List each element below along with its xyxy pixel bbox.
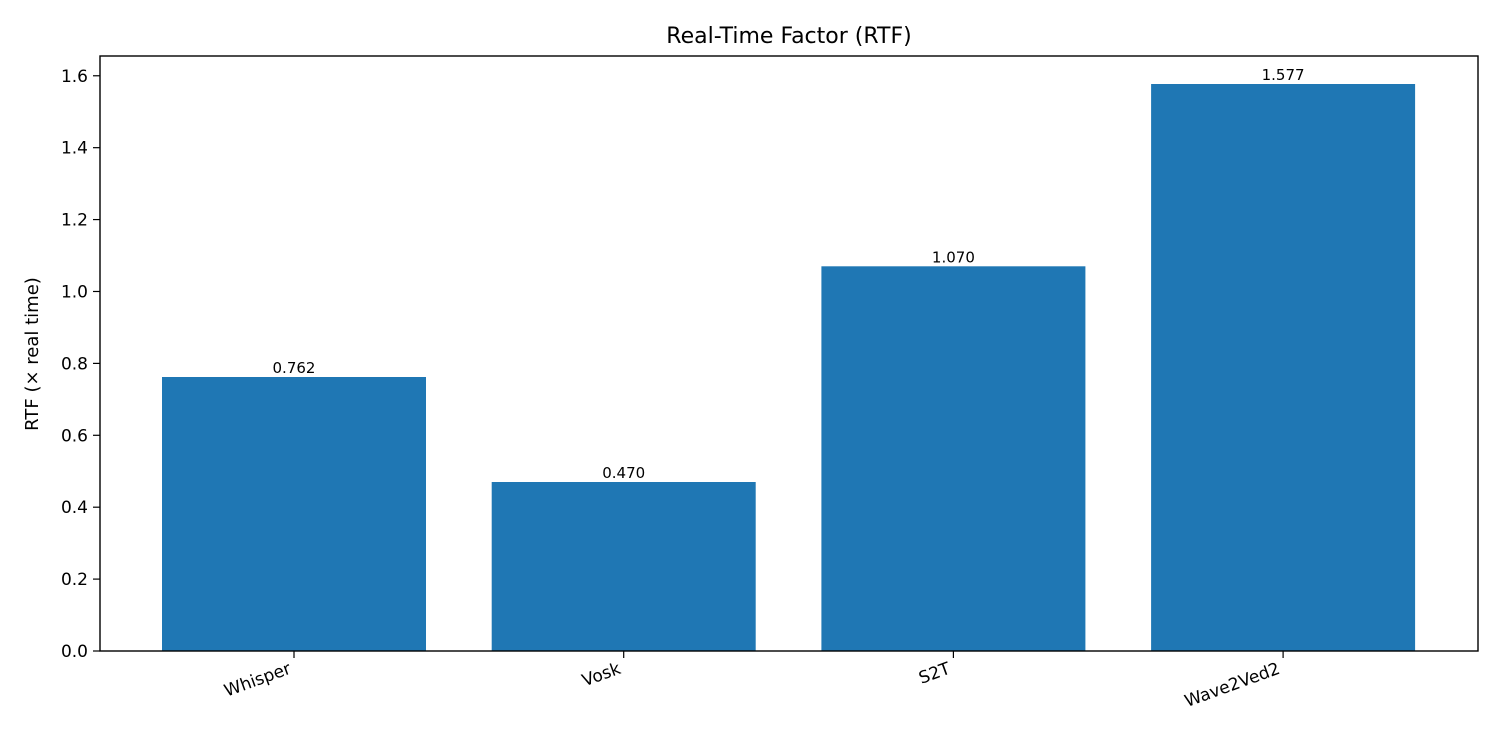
bar-value-label: 1.577: [1262, 66, 1305, 84]
y-tick-label: 1.4: [61, 139, 88, 159]
y-tick-label: 0.4: [61, 498, 88, 518]
x-tick-label: Wave2Ved2: [1182, 659, 1283, 712]
y-tick-label: 0.6: [61, 426, 88, 446]
y-tick-label: 0.8: [61, 354, 88, 374]
x-tick-label: Whisper: [222, 659, 294, 702]
chart-title: Real-Time Factor (RTF): [666, 24, 911, 49]
bar-value-label: 0.470: [602, 464, 645, 482]
x-tick-label: Vosk: [580, 659, 624, 691]
bar-value-label: 0.762: [273, 359, 316, 377]
y-tick-label: 1.0: [61, 283, 88, 303]
bar-wave2ved2: [1151, 84, 1416, 651]
y-tick-label: 0.0: [61, 642, 88, 662]
y-tick-label: 0.2: [61, 570, 88, 590]
y-tick-label: 1.2: [61, 211, 88, 231]
bar-vosk: [491, 482, 756, 651]
bar-whisper: [162, 377, 426, 651]
bar-value-label: 1.070: [932, 248, 975, 266]
plot-frame: [99, 55, 1479, 652]
bars-layer: 0.762 0.470 1.070 1.577: [162, 66, 1416, 651]
y-tick-label: 1.6: [61, 67, 88, 87]
y-axis-label: RTF (× real time): [22, 277, 43, 431]
bar-s2t: [821, 266, 1086, 651]
x-tick-label: S2T: [916, 659, 953, 689]
